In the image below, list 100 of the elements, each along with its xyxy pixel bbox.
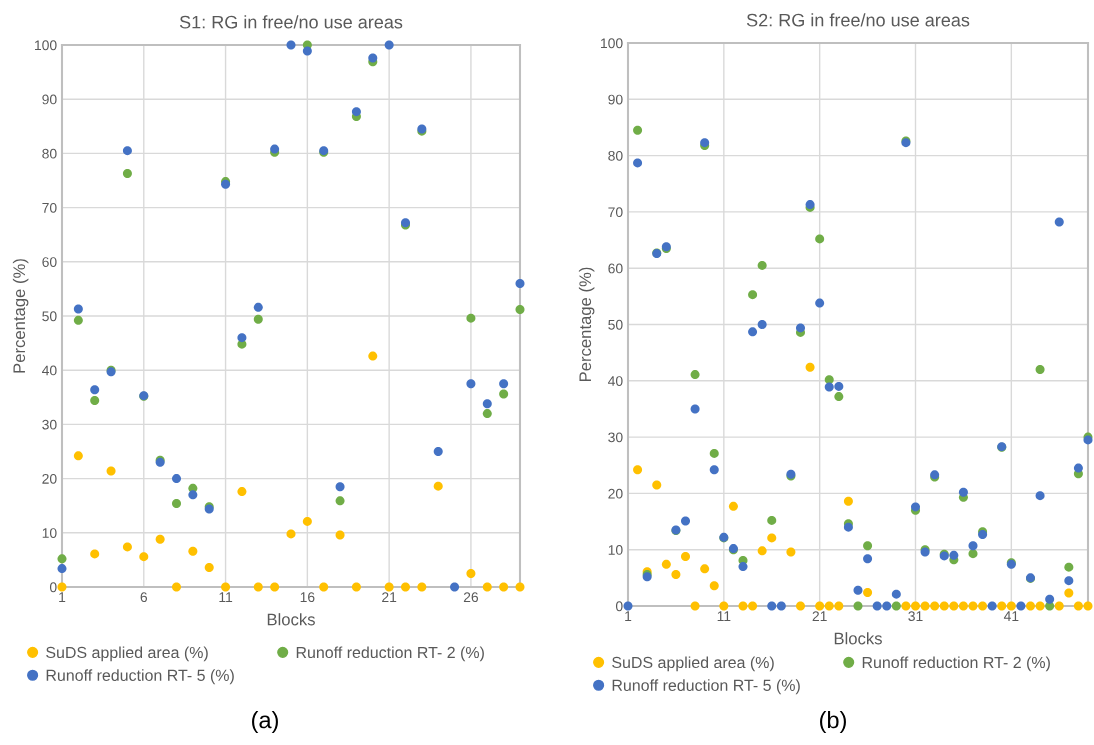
point: [757, 260, 767, 270]
y-tick-label: 0: [49, 582, 57, 593]
point: [433, 481, 443, 491]
point: [1016, 601, 1026, 611]
point: [450, 582, 460, 592]
y-tick-label: 10: [608, 545, 623, 555]
point: [302, 46, 312, 56]
point: [401, 582, 410, 592]
point: [204, 562, 214, 572]
point: [286, 40, 296, 50]
point: [515, 305, 525, 314]
point: [73, 451, 83, 461]
point: [1064, 576, 1074, 586]
point: [515, 582, 525, 592]
point: [270, 582, 280, 592]
point: [90, 549, 100, 559]
y-tick-label: 70: [608, 207, 623, 218]
point: [122, 168, 132, 178]
y-tick-label: 90: [42, 94, 57, 105]
point: [482, 582, 492, 592]
point: [748, 601, 758, 611]
y-tick-label: 60: [608, 263, 623, 274]
point: [911, 601, 920, 611]
point: [90, 396, 100, 406]
y-tick-label: 50: [42, 311, 57, 322]
point: [700, 564, 710, 574]
point: [738, 562, 748, 572]
x-tick-label: 21: [812, 611, 827, 621]
x-tick-label: 1: [59, 592, 66, 602]
text: (a): [252, 710, 278, 733]
x-tick-label: 21: [382, 592, 397, 602]
y-tick-label: 50: [608, 319, 623, 330]
point: [834, 392, 844, 402]
point: [882, 601, 892, 611]
point: [139, 552, 149, 562]
point: [958, 601, 968, 611]
x-tick-label: 1: [625, 611, 632, 621]
point: [863, 541, 873, 551]
point: [719, 601, 729, 611]
point: [73, 304, 83, 314]
point: [122, 146, 132, 156]
point: [302, 516, 312, 526]
point: [368, 53, 378, 63]
point: [872, 601, 882, 611]
legend-label: Runoff reduction RT- 5 (%): [46, 669, 234, 685]
point: [786, 547, 796, 557]
point: [1054, 217, 1064, 227]
point: [1045, 594, 1055, 604]
point: [1035, 491, 1045, 501]
point: [253, 314, 263, 324]
point: [499, 389, 509, 399]
point: [661, 559, 671, 569]
point: [920, 601, 930, 611]
y-axis-title: Percentage (%): [12, 259, 29, 373]
point: [633, 158, 643, 168]
point: [709, 581, 719, 591]
point: [690, 404, 700, 414]
point: [253, 582, 263, 592]
point: [623, 601, 633, 611]
point: [968, 541, 978, 551]
point: [633, 125, 643, 135]
x-axis-title: Blocks: [267, 613, 315, 626]
point: [939, 601, 949, 611]
point: [834, 381, 844, 391]
point: [853, 585, 863, 595]
x-tick-label: 41: [1003, 611, 1019, 621]
x-tick-label: 11: [219, 592, 233, 602]
y-tick-label: 70: [42, 202, 57, 213]
point: [433, 447, 443, 456]
point: [930, 601, 940, 611]
point: [73, 315, 83, 325]
x-tick-label: 6: [140, 592, 148, 603]
point: [1073, 601, 1083, 611]
y-tick-label: 60: [42, 257, 57, 267]
point: [901, 601, 911, 611]
point: [368, 351, 378, 361]
point: [805, 362, 815, 372]
legend-label: Runoff reduction RT- 5 (%): [612, 679, 800, 695]
point: [466, 568, 476, 578]
point: [978, 601, 988, 611]
point: [106, 466, 116, 476]
point: [709, 448, 719, 458]
text: (b): [820, 710, 846, 733]
point: [384, 40, 394, 50]
x-tick-label: 31: [908, 611, 923, 622]
point: [1083, 601, 1093, 611]
chart-title: S1: RG in free/no use areas: [179, 15, 403, 29]
point: [172, 582, 181, 592]
point: [466, 313, 476, 323]
point: [949, 601, 959, 611]
point: [796, 601, 805, 611]
y-tick-label: 20: [608, 488, 623, 499]
y-tick-label: 100: [601, 38, 623, 49]
point: [767, 515, 777, 525]
point: [853, 601, 863, 611]
point: [815, 601, 825, 611]
point: [748, 327, 758, 337]
point: [286, 529, 296, 539]
point: [1026, 601, 1035, 611]
y-tick-label: 40: [608, 376, 623, 386]
